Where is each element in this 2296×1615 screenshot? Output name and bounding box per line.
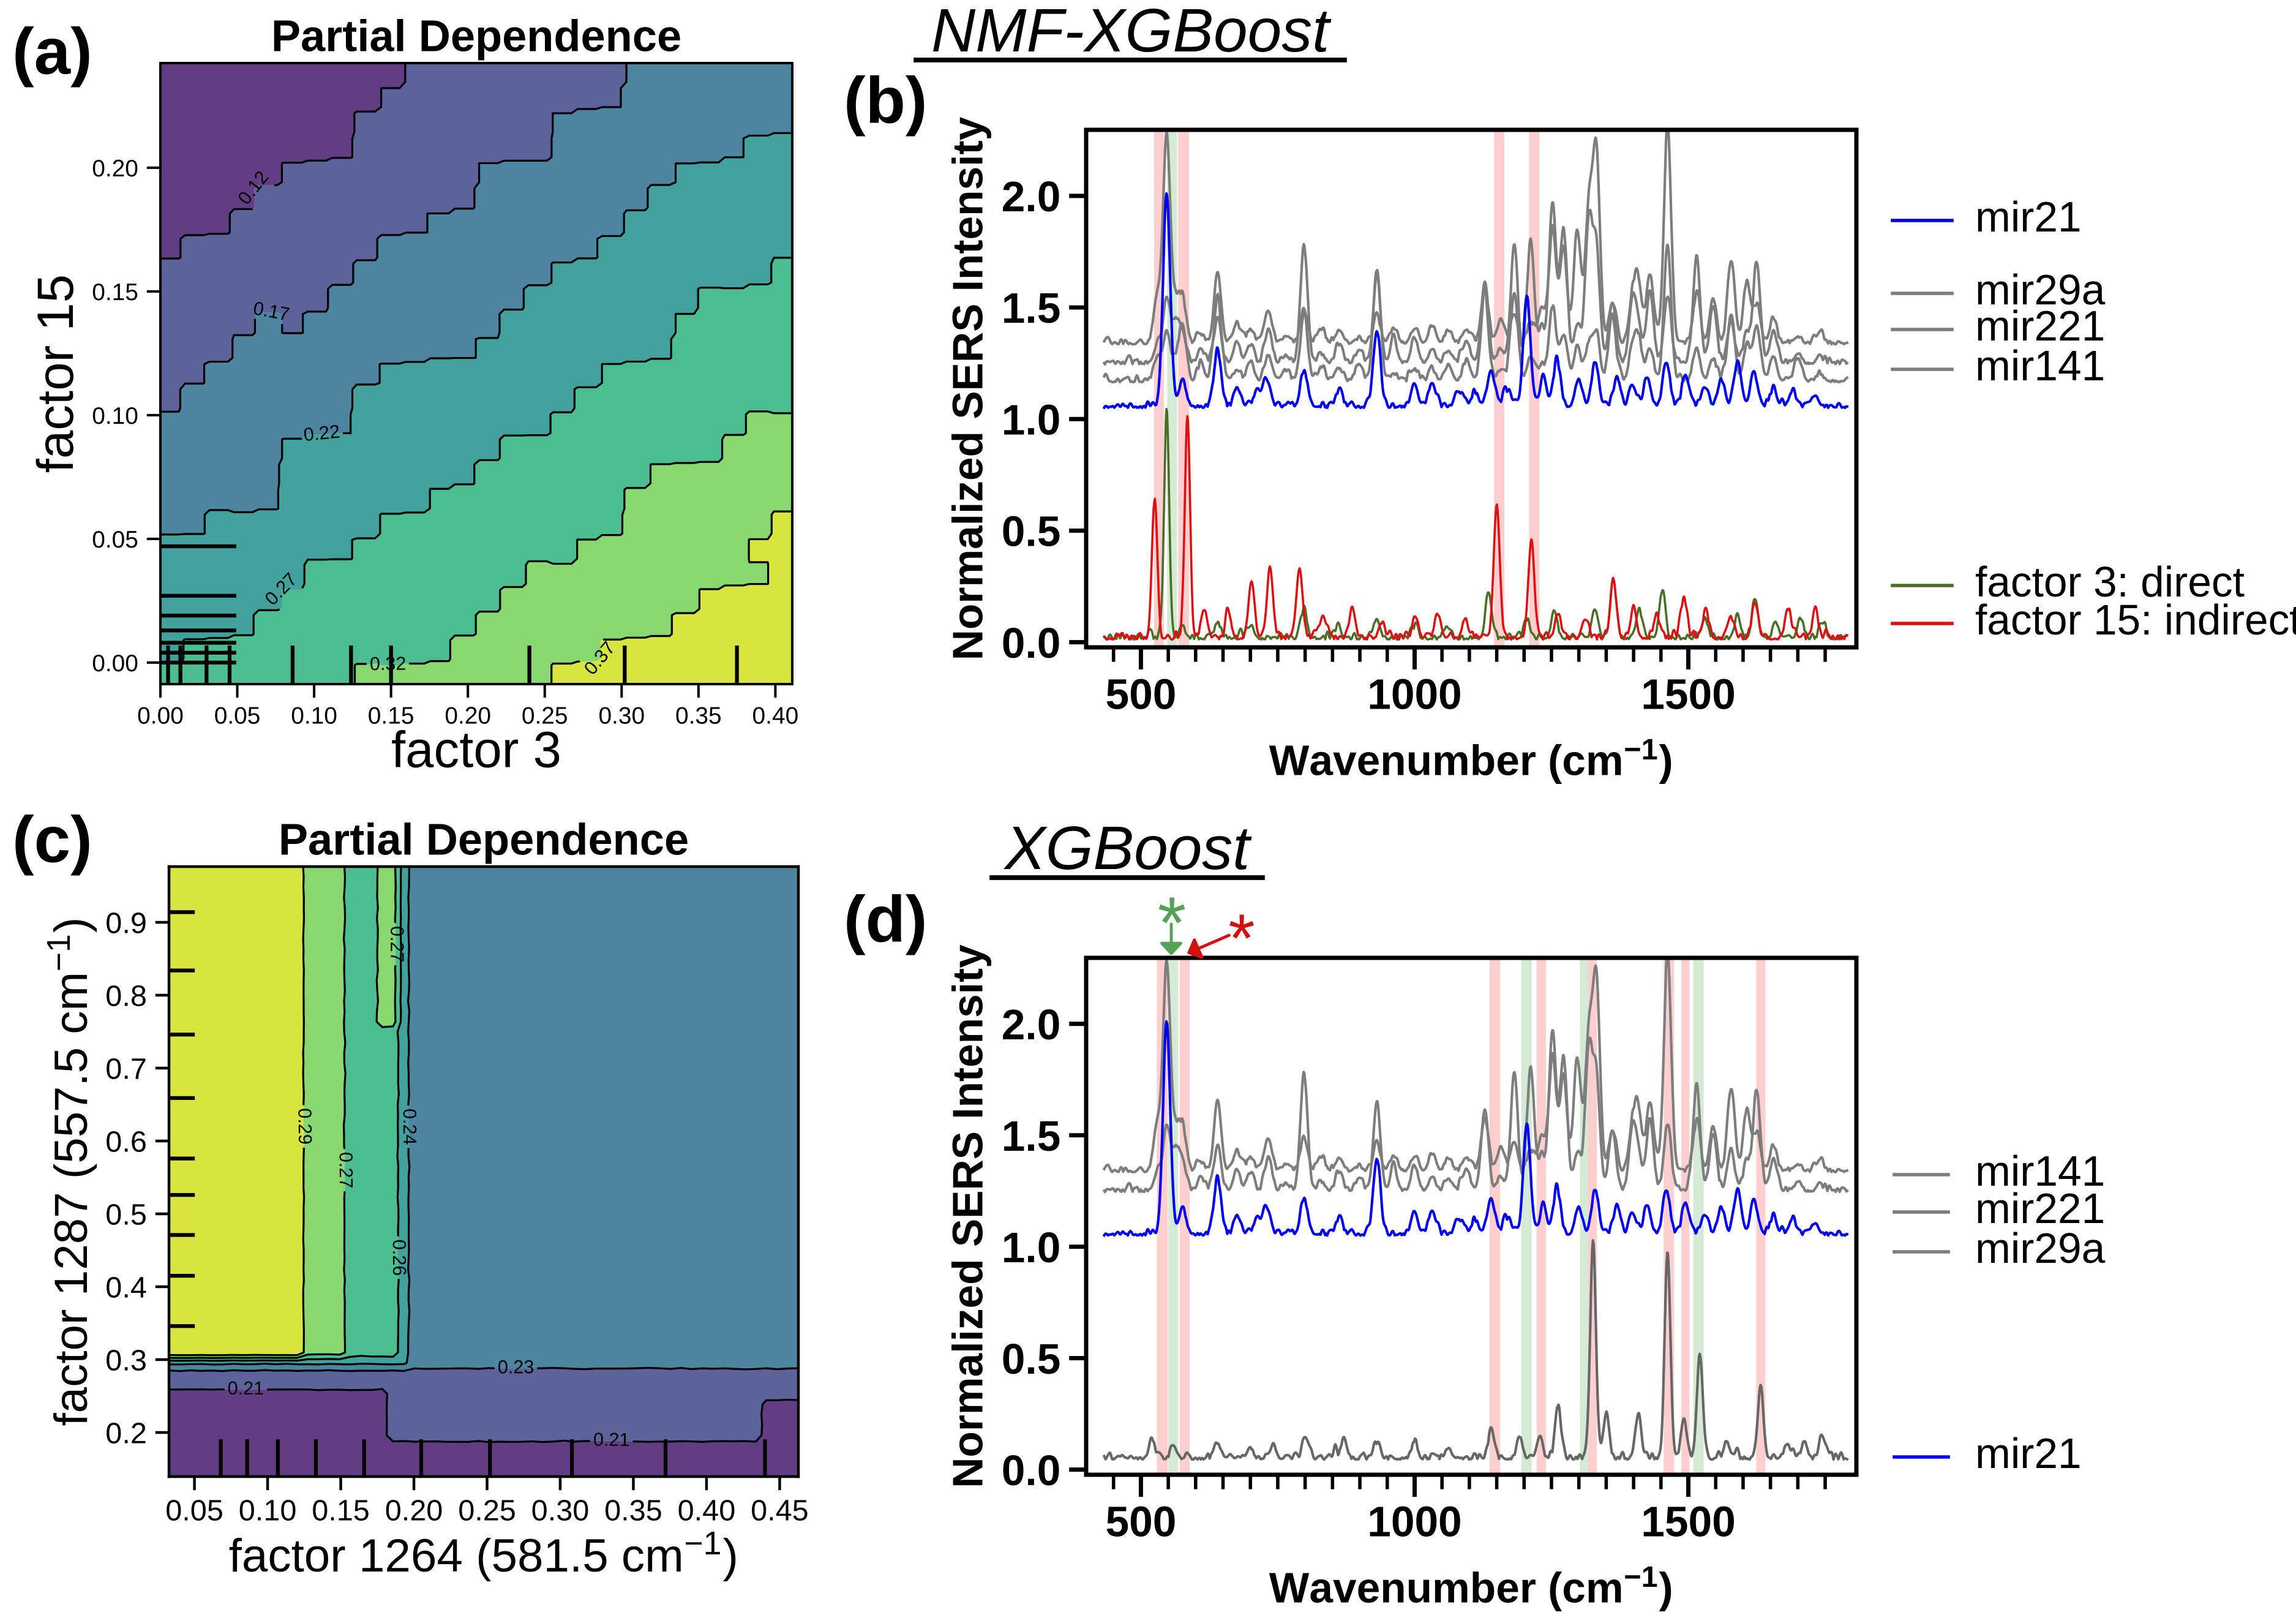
- svg-text:Normalized SERS Intensity: Normalized SERS Intensity: [944, 944, 992, 1488]
- svg-text:0.45: 0.45: [751, 1494, 809, 1527]
- svg-text:1500: 1500: [1641, 1497, 1735, 1545]
- svg-text:Partial Dependence: Partial Dependence: [279, 816, 689, 865]
- svg-text:0.26: 0.26: [389, 1240, 410, 1276]
- svg-text:(d): (d): [844, 883, 928, 956]
- svg-text:1.0: 1.0: [1002, 1224, 1061, 1271]
- svg-text:2.0: 2.0: [1002, 173, 1061, 220]
- svg-text:factor 3: factor 3: [391, 721, 561, 778]
- svg-text:500: 500: [1105, 1497, 1176, 1545]
- svg-text:1.0: 1.0: [1002, 396, 1061, 443]
- svg-text:0.5: 0.5: [1002, 1335, 1061, 1383]
- svg-text:W a v e: W a v e n u m b e r ( c m ) − 1: [1269, 733, 1676, 785]
- svg-text:mir221: mir221: [1975, 302, 2105, 350]
- svg-text:0.40: 0.40: [752, 702, 799, 729]
- svg-text:W a v e: W a v e n u m b e r ( c m ) − 1: [1269, 1560, 1676, 1612]
- svg-text:500: 500: [1105, 670, 1176, 718]
- svg-text:factor 15: indirect: factor 15: indirect: [1975, 596, 2296, 644]
- svg-text:1500: 1500: [1641, 670, 1735, 718]
- svg-text:0.23: 0.23: [498, 1357, 535, 1377]
- svg-text:0.25: 0.25: [458, 1494, 516, 1527]
- svg-text:(b): (b): [844, 64, 928, 137]
- svg-text:factor 3: direct: factor 3: direct: [1975, 558, 2245, 606]
- svg-text:0.15: 0.15: [312, 1494, 370, 1527]
- svg-text:2.0: 2.0: [1002, 1001, 1061, 1048]
- svg-text:0.25: 0.25: [522, 702, 568, 729]
- svg-text:0.0: 0.0: [1002, 1447, 1061, 1494]
- svg-text:0.24: 0.24: [399, 1109, 420, 1145]
- svg-text:0.00: 0.00: [137, 702, 184, 729]
- svg-text:0.29: 0.29: [294, 1108, 315, 1145]
- svg-text:0.3: 0.3: [105, 1344, 147, 1377]
- svg-text:0.5: 0.5: [1002, 508, 1061, 555]
- svg-text:0.2: 0.2: [105, 1417, 147, 1450]
- svg-text:f a c t: f a c t o r 1 2 8 7 ( 5 5 7 . 5 c m ) −: [41, 914, 97, 1426]
- svg-text:0.05: 0.05: [214, 702, 261, 729]
- svg-text:mir221: mir221: [1975, 1184, 2105, 1232]
- svg-text:0.21: 0.21: [228, 1378, 264, 1399]
- svg-text:0.8: 0.8: [105, 980, 147, 1013]
- svg-text:0.32: 0.32: [370, 653, 407, 674]
- svg-text:0.5: 0.5: [105, 1199, 147, 1232]
- svg-text:0.30: 0.30: [531, 1494, 590, 1527]
- svg-text:factor 15: factor 15: [27, 274, 84, 473]
- svg-text:0.35: 0.35: [675, 702, 722, 729]
- svg-text:0.20: 0.20: [92, 156, 138, 182]
- svg-text:0.22: 0.22: [302, 421, 340, 446]
- svg-text:mir141: mir141: [1975, 1147, 2105, 1195]
- svg-text:0.27: 0.27: [336, 1152, 356, 1189]
- svg-text:0.05: 0.05: [165, 1494, 223, 1527]
- svg-text:1000: 1000: [1367, 1497, 1461, 1545]
- svg-text:(a): (a): [12, 15, 92, 88]
- svg-text:0.15: 0.15: [92, 279, 138, 306]
- svg-text:0.21: 0.21: [593, 1429, 630, 1450]
- svg-text:*: *: [1228, 900, 1255, 976]
- svg-text:0.35: 0.35: [604, 1494, 662, 1527]
- svg-text:0.10: 0.10: [92, 403, 138, 429]
- svg-text:0.20: 0.20: [385, 1494, 443, 1527]
- svg-text:0.40: 0.40: [678, 1494, 736, 1527]
- svg-text:1.5: 1.5: [1002, 284, 1061, 332]
- svg-text:0.30: 0.30: [598, 702, 645, 729]
- svg-text:0.00: 0.00: [92, 650, 138, 677]
- svg-text:0.15: 0.15: [368, 702, 415, 729]
- svg-text:mir141: mir141: [1975, 342, 2105, 390]
- svg-text:*: *: [1158, 883, 1186, 964]
- svg-text:0.4: 0.4: [105, 1271, 147, 1304]
- svg-text:Normalized SERS Intensity: Normalized SERS Intensity: [944, 116, 992, 660]
- svg-text:0.9: 0.9: [105, 907, 147, 940]
- svg-text:0.27: 0.27: [386, 926, 407, 962]
- svg-text:mir29a: mir29a: [1975, 266, 2106, 314]
- svg-text:mir21: mir21: [1975, 193, 2082, 241]
- svg-text:1000: 1000: [1367, 670, 1461, 718]
- svg-text:0.10: 0.10: [291, 702, 337, 729]
- svg-text:mir21: mir21: [1975, 1429, 2082, 1477]
- svg-text:mir29a: mir29a: [1975, 1224, 2106, 1272]
- svg-text:NMF-XGBoost: NMF-XGBoost: [931, 0, 1332, 65]
- svg-text:0.6: 0.6: [105, 1126, 147, 1159]
- svg-text:XGBoost: XGBoost: [1004, 814, 1252, 883]
- svg-text:0.20: 0.20: [445, 702, 491, 729]
- svg-text:(c): (c): [12, 803, 92, 876]
- svg-text:0.0: 0.0: [1002, 619, 1061, 667]
- svg-text:1.5: 1.5: [1002, 1112, 1061, 1160]
- svg-text:0.05: 0.05: [92, 527, 138, 553]
- svg-text:Partial Dependence: Partial Dependence: [271, 12, 681, 61]
- svg-text:0.7: 0.7: [105, 1053, 147, 1086]
- svg-text:f a c t: f a c t o r 1 2 6 4 ( 5 8 1 . 5 c m ) −: [229, 1526, 742, 1582]
- svg-text:0.10: 0.10: [239, 1494, 297, 1527]
